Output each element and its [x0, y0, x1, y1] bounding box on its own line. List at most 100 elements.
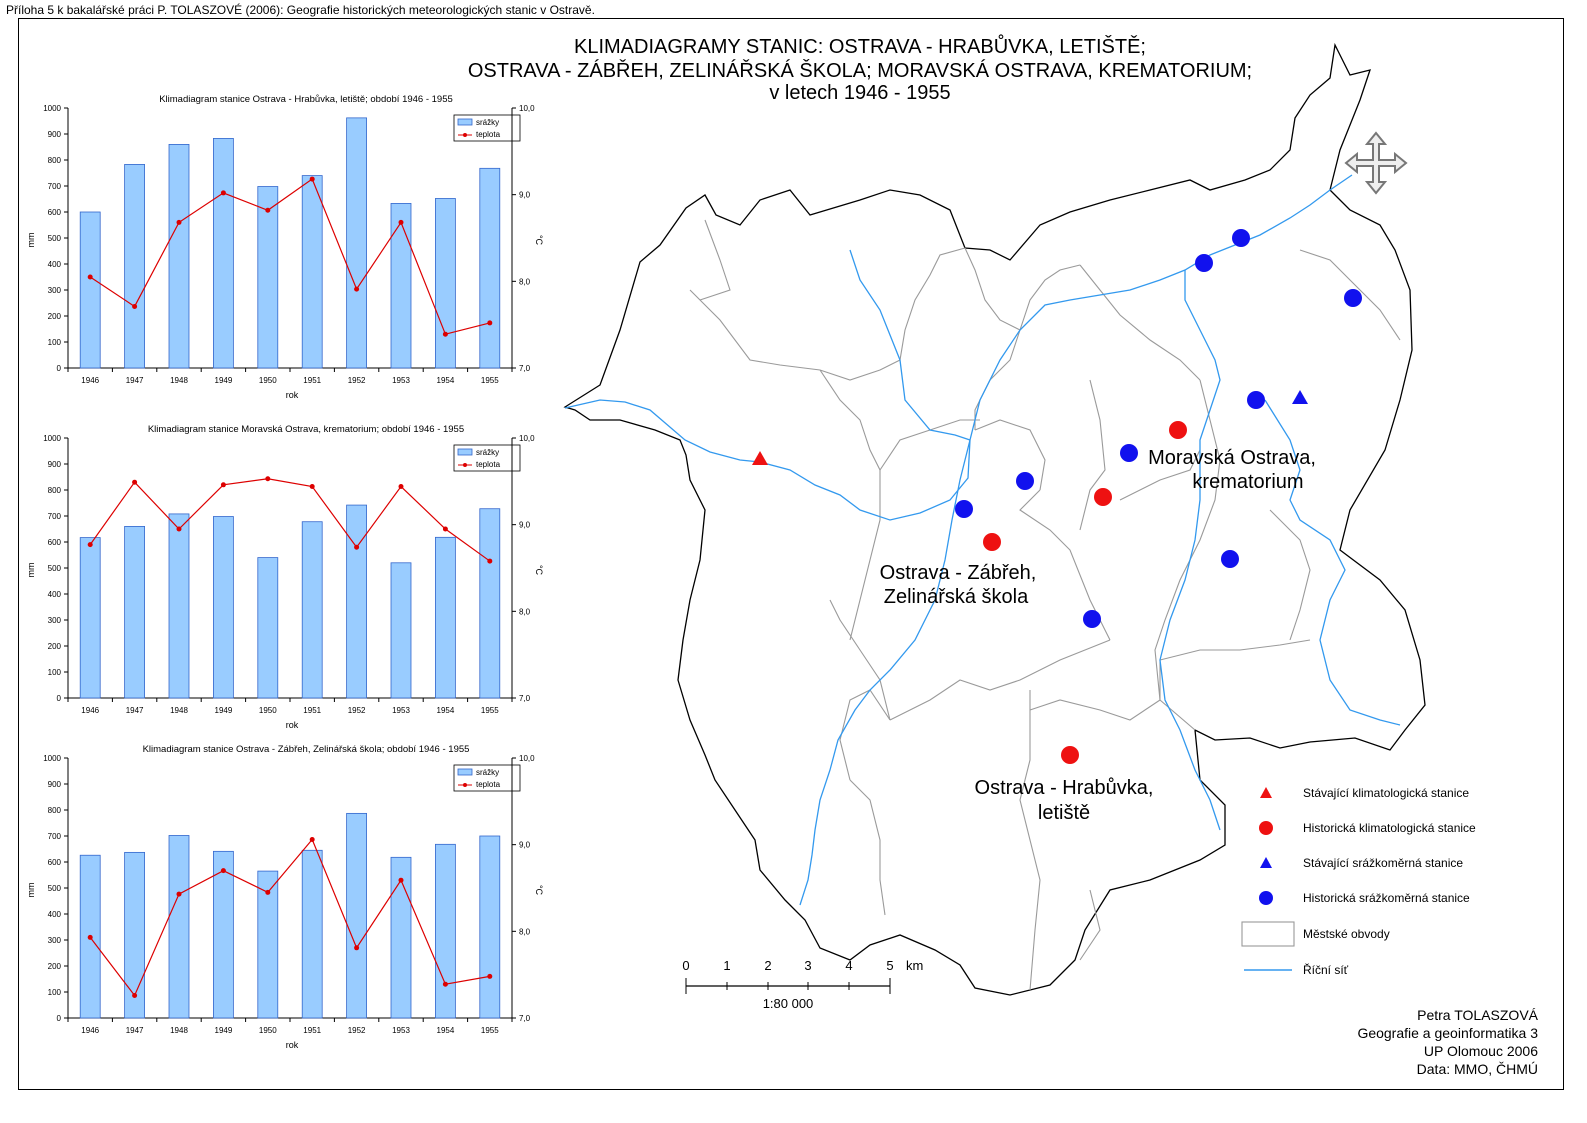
legend-historic-climate-label: Historická klimatologická stanice: [1303, 821, 1476, 835]
precip-bar: [168, 144, 190, 369]
y-tick-label: 100: [48, 338, 62, 347]
y-tick-label: 500: [48, 884, 62, 893]
x-tick-label: 1950: [259, 706, 277, 715]
legend-bar-swatch: [457, 118, 473, 126]
y-tick-label: 600: [48, 538, 62, 547]
x-axis-label: rok: [286, 720, 299, 728]
precip-bar: [390, 562, 412, 699]
scale-bar: 0 1 2 3 4 5 km 1:80 000: [682, 958, 923, 1011]
precip-bar: [257, 557, 279, 699]
scale-tick-2: 2: [764, 958, 771, 973]
y-tick-label: 100: [48, 988, 62, 997]
precip-bar: [479, 835, 501, 1019]
precip-bar: [301, 175, 323, 369]
precip-bar: [346, 812, 367, 1019]
legend-line-label: teplota: [476, 130, 501, 139]
y-tick-label: 300: [48, 936, 62, 945]
x-tick-label: 1954: [437, 706, 455, 715]
y2-tick-label: 7,0: [519, 694, 531, 703]
legend-rivers-label: Říční síť: [1303, 962, 1349, 977]
legend-bar-swatch: [457, 448, 473, 456]
y-tick-label: 300: [48, 616, 62, 625]
y2-tick-label: 7,0: [519, 1014, 531, 1023]
temperature-point: [354, 544, 360, 550]
x-tick-label: 1952: [348, 706, 366, 715]
temperature-point: [265, 207, 271, 213]
x-tick-label: 1952: [348, 376, 366, 385]
y-tick-label: 700: [48, 512, 62, 521]
temperature-point: [398, 484, 404, 490]
precip-bar: [479, 508, 501, 699]
legend-line-marker: [463, 463, 467, 467]
river-network: [564, 174, 1401, 906]
credit-line4: Data: MMO, ČHMÚ: [1417, 1061, 1538, 1077]
temperature-point: [309, 836, 315, 842]
y2-tick-label: 8,0: [519, 607, 531, 616]
x-tick-label: 1952: [348, 1026, 366, 1035]
legend-bar-label: srážky: [476, 118, 499, 127]
precip-bar: [301, 521, 323, 699]
legend-line-label: teplota: [476, 780, 501, 789]
temperature-point: [132, 479, 138, 485]
x-tick-label: 1949: [215, 376, 233, 385]
temperature-point: [87, 934, 93, 940]
historic-precip-station-marker: [955, 500, 973, 518]
legend-line-marker: [463, 783, 467, 787]
temperature-point: [309, 176, 315, 182]
y-tick-label: 200: [48, 642, 62, 651]
legend-line-marker: [463, 133, 467, 137]
historic-precip-station-marker: [1232, 229, 1250, 247]
x-tick-label: 1953: [392, 376, 410, 385]
x-axis-label: rok: [286, 390, 299, 398]
temperature-point: [398, 877, 404, 883]
stations: [752, 229, 1362, 764]
y-tick-label: 700: [48, 182, 62, 191]
figure-frame: [18, 18, 1564, 1090]
scale-tick-5: 5: [886, 958, 893, 973]
x-tick-label: 1955: [481, 706, 499, 715]
legend-bar-label: srážky: [476, 448, 499, 457]
precip-bar: [390, 203, 412, 369]
y-tick-label: 900: [48, 130, 62, 139]
precip-bar: [257, 186, 279, 369]
precip-bar: [346, 504, 367, 699]
y-tick-label: 800: [48, 156, 62, 165]
y-axis-label: mm: [26, 233, 36, 248]
map-title-line1: KLIMADIAGRAMY STANIC: OSTRAVA - HRABŮVKA…: [574, 34, 1146, 58]
precip-bar: [213, 850, 234, 1019]
y-tick-label: 400: [48, 590, 62, 599]
label-moravska-1: Moravská Ostrava,: [1148, 447, 1316, 469]
precip-bar: [79, 537, 101, 699]
precip-bar: [257, 870, 279, 1019]
label-zabreh-1: Ostrava - Zábřeh,: [880, 562, 1037, 584]
chart-title: Klimadiagram stanice Moravská Ostrava, k…: [148, 424, 464, 435]
precip-bar: [435, 536, 456, 699]
y-tick-label: 1000: [43, 754, 61, 763]
y2-tick-label: 10,0: [519, 754, 535, 763]
temperature-point: [487, 320, 493, 326]
y-tick-label: 300: [48, 286, 62, 295]
scale-unit: km: [906, 958, 923, 973]
credit-author: Petra TOLASZOVÁ: [1417, 1007, 1539, 1023]
temperature-line: [89, 178, 490, 335]
legend-historic-climate-icon: [1259, 821, 1273, 835]
y-tick-label: 900: [48, 460, 62, 469]
y-tick-label: 1000: [43, 104, 61, 113]
historic-climate-station-marker: [1061, 746, 1079, 764]
label-hrabuvka-1: Ostrava - Hrabůvka,: [975, 777, 1154, 799]
legend-current-precip-label: Stávající srážkoměrná stanice: [1303, 856, 1463, 870]
current-climate-station-marker: [752, 451, 768, 465]
y-tick-label: 400: [48, 260, 62, 269]
temperature-point: [354, 286, 360, 292]
current-precip-station-marker: [1292, 390, 1308, 404]
temperature-point: [265, 889, 271, 895]
y2-tick-label: 9,0: [519, 521, 531, 530]
chart-hrabuvka: Klimadiagram stanice Ostrava - Hrabůvka,…: [26, 94, 544, 398]
x-tick-label: 1951: [303, 1026, 321, 1035]
y-tick-label: 900: [48, 780, 62, 789]
x-tick-label: 1950: [259, 376, 277, 385]
historic-precip-station-marker: [1247, 391, 1265, 409]
x-tick-label: 1953: [392, 706, 410, 715]
temperature-point: [87, 274, 93, 280]
